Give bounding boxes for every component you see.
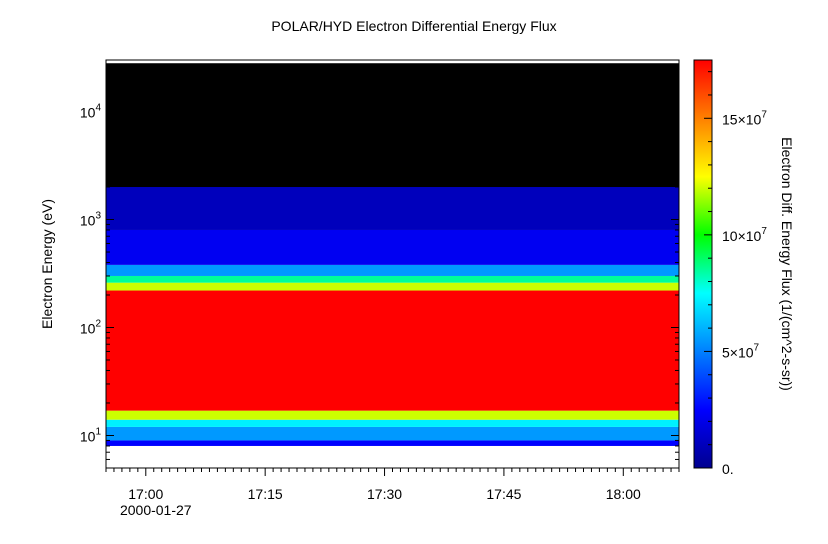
spectrogram-band-9 [106, 187, 679, 230]
y-tick-label: 103 [80, 211, 102, 229]
y-axis-title: Electron Energy (eV) [39, 199, 55, 329]
y-tick-label: 101 [80, 426, 102, 444]
spectrogram-band-1 [106, 426, 679, 441]
date-label: 2000-01-27 [120, 502, 192, 518]
spectrogram-band-10 [106, 63, 679, 188]
colorbar-tick-label: 15×107 [722, 109, 767, 127]
spectrogram-band-8 [106, 229, 679, 265]
x-tick-label: 17:30 [367, 486, 402, 502]
x-tick-label: 17:00 [128, 486, 163, 502]
chart-title: POLAR/HYD Electron Differential Energy F… [271, 18, 557, 34]
spectrogram-band-3 [106, 410, 679, 420]
x-tick-label: 17:15 [248, 486, 283, 502]
spectrogram-band-7 [106, 264, 679, 276]
x-tick-label: 17:45 [486, 486, 521, 502]
spectrogram-bands [106, 63, 679, 446]
x-axis-ticks: 17:00 17:15 17:30 17:45 18:00 [105, 468, 680, 502]
y-tick-label: 104 [80, 103, 102, 121]
spectrogram-band-5 [106, 282, 679, 291]
colorbar-title: Electron Diff. Energy Flux (1/(cm^2-s-sr… [779, 137, 795, 391]
colorbar-tick-label: 5×107 [722, 342, 760, 360]
colorbar-tick-label: 0. [722, 461, 734, 477]
spectrogram-band-0 [106, 440, 679, 446]
spectrogram-band-4 [106, 290, 679, 411]
colorbar-ticks: 0. 5×107 10×107 15×107 [704, 71, 767, 477]
spectrogram-band-6 [106, 275, 679, 283]
colorbar-tick-label: 10×107 [722, 226, 767, 244]
y-axis-ticks: 101 102 103 104 [80, 59, 679, 469]
colorbar [693, 59, 713, 469]
spectrogram-band-2 [106, 419, 679, 427]
y-tick-label: 102 [80, 319, 102, 337]
x-tick-label: 18:00 [606, 486, 641, 502]
